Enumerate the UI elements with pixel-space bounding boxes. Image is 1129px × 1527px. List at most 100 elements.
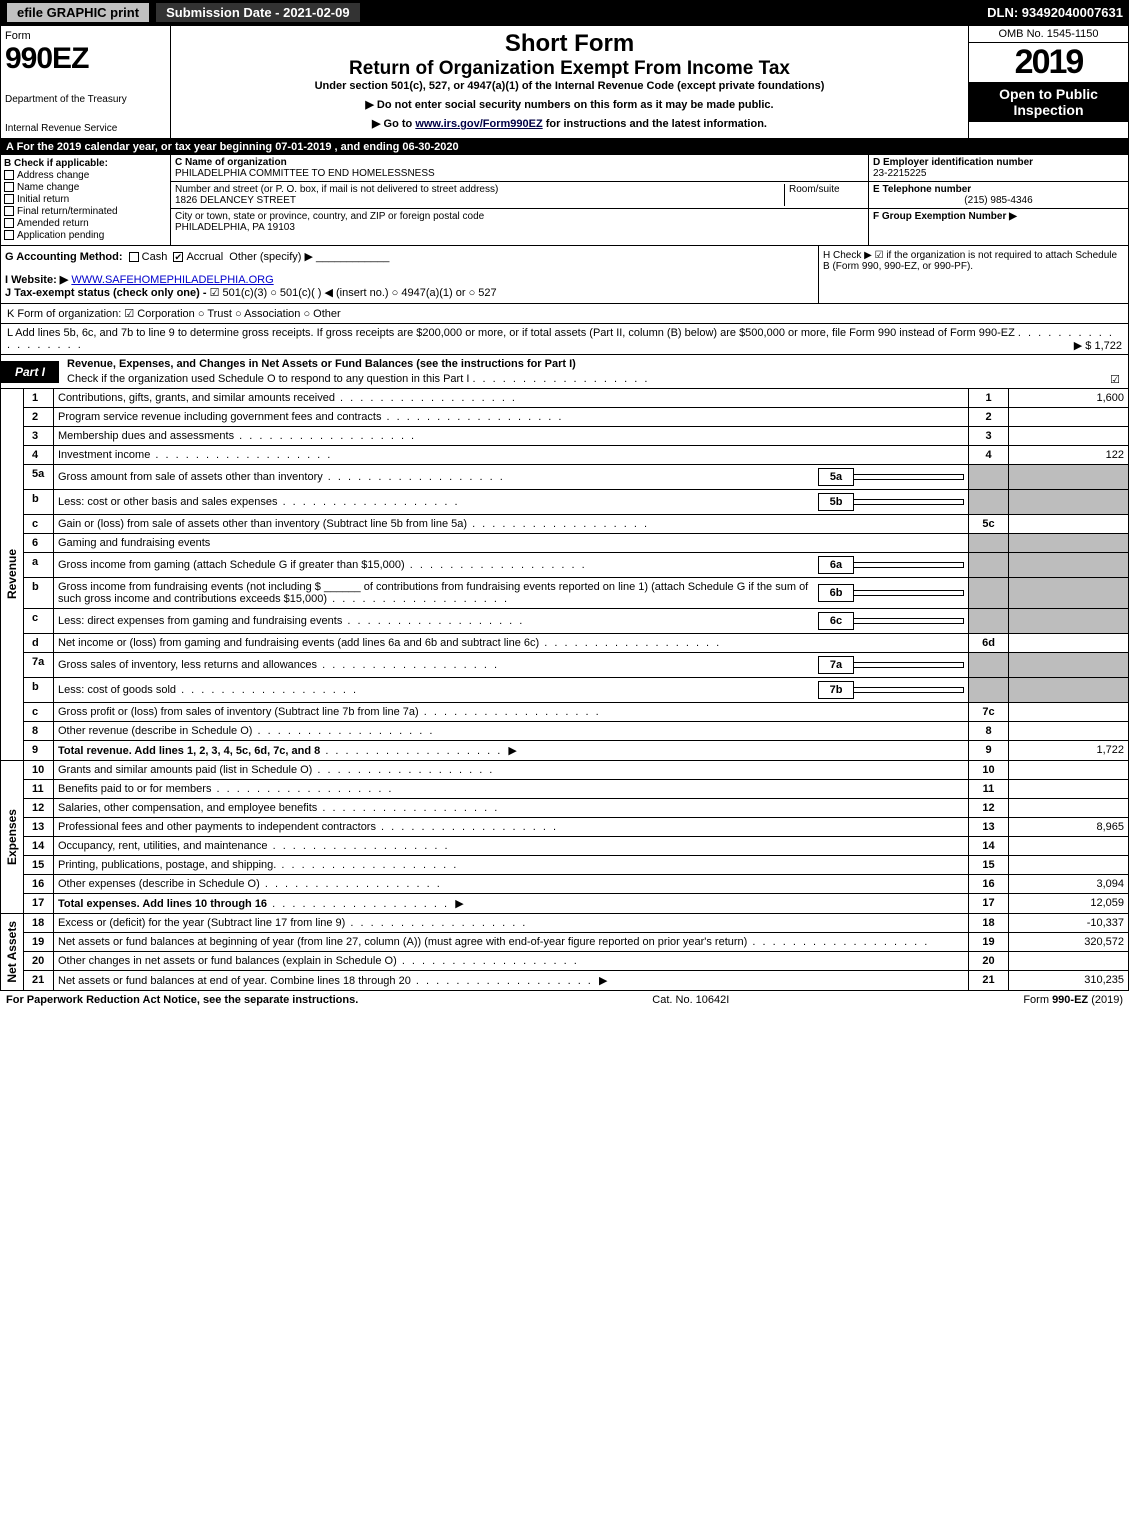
c-label: C Name of organization (175, 157, 864, 168)
table-row: 9Total revenue. Add lines 1, 2, 3, 4, 5c… (1, 741, 1129, 761)
line-num: 9 (24, 741, 54, 761)
line-num: 8 (24, 722, 54, 741)
box-val-grey (1009, 609, 1129, 634)
box-num: 8 (969, 722, 1009, 741)
line-desc: Less: cost or other basis and sales expe… (54, 490, 969, 515)
note-goto: ▶ Go to www.irs.gov/Form990EZ for instru… (181, 117, 958, 130)
header-center: Short Form Return of Organization Exempt… (171, 26, 968, 138)
c-name-row: C Name of organization PHILADELPHIA COMM… (171, 155, 868, 182)
footer-mid: Cat. No. 10642I (652, 994, 729, 1006)
ein: 23-2215225 (873, 168, 1124, 179)
line-num: 19 (24, 933, 54, 952)
line-num: 12 (24, 799, 54, 818)
h-text: H Check ▶ ☑ if the organization is not r… (823, 250, 1117, 272)
line-num: b (24, 578, 54, 609)
line-num: c (24, 703, 54, 722)
line-num: 10 (24, 761, 54, 780)
section-ghij: G Accounting Method: Cash Accrual Other … (0, 246, 1129, 304)
table-row: cGain or (loss) from sale of assets othe… (1, 515, 1129, 534)
inner-box-num: 7b (818, 681, 854, 699)
box-num: 11 (969, 780, 1009, 799)
chk-address-change[interactable]: Address change (4, 170, 167, 181)
table-row: 13Professional fees and other payments t… (1, 818, 1129, 837)
efile-print-button[interactable]: efile GRAPHIC print (6, 2, 150, 23)
box-val (1009, 780, 1129, 799)
box-val: 3,094 (1009, 875, 1129, 894)
line-num: a (24, 553, 54, 578)
addr-label: Number and street (or P. O. box, if mail… (175, 184, 784, 195)
inner-box-val (854, 618, 964, 624)
table-row: bLess: cost of goods sold7b (1, 678, 1129, 703)
line-num: d (24, 634, 54, 653)
i-line: I Website: ▶ WWW.SAFEHOMEPHILADELPHIA.OR… (5, 273, 814, 286)
dept-irs: Internal Revenue Service (5, 123, 166, 134)
table-row: Net Assets18Excess or (deficit) for the … (1, 914, 1129, 933)
line-num: 3 (24, 427, 54, 446)
section-b-checks: B Check if applicable: Address change Na… (1, 155, 171, 245)
table-row: cLess: direct expenses from gaming and f… (1, 609, 1129, 634)
line-desc: Gaming and fundraising events (54, 534, 969, 553)
part1-check-mark: ☑ (1110, 373, 1120, 386)
box-val (1009, 856, 1129, 875)
section-a-band: A For the 2019 calendar year, or tax yea… (0, 139, 1129, 155)
box-num: 16 (969, 875, 1009, 894)
table-row: 19Net assets or fund balances at beginni… (1, 933, 1129, 952)
city-label: City or town, state or province, country… (175, 211, 864, 222)
city-row: City or town, state or province, country… (171, 209, 868, 235)
box-val-grey (1009, 678, 1129, 703)
box-num: 21 (969, 971, 1009, 991)
addr-value: 1826 DELANCEY STREET (175, 195, 784, 206)
submission-date: Submission Date - 2021-02-09 (156, 3, 360, 22)
box-num: 10 (969, 761, 1009, 780)
g-line: G Accounting Method: Cash Accrual Other … (5, 250, 814, 263)
table-row: 20Other changes in net assets or fund ba… (1, 952, 1129, 971)
line-desc: Professional fees and other payments to … (54, 818, 969, 837)
part1-title: Revenue, Expenses, and Changes in Net As… (59, 355, 1128, 373)
inner-box-num: 7a (818, 656, 854, 674)
line-desc: Other changes in net assets or fund bala… (54, 952, 969, 971)
chk-amended[interactable]: Amended return (4, 218, 167, 229)
box-val (1009, 837, 1129, 856)
chk-final-return[interactable]: Final return/terminated (4, 206, 167, 217)
box-val (1009, 952, 1129, 971)
line-num: 17 (24, 894, 54, 914)
line-desc: Total revenue. Add lines 1, 2, 3, 4, 5c,… (54, 741, 969, 761)
title-return: Return of Organization Exempt From Incom… (181, 58, 958, 80)
table-row: 4Investment income4122 (1, 446, 1129, 465)
part1-header: Part I Revenue, Expenses, and Changes in… (0, 355, 1129, 389)
box-val-grey (1009, 465, 1129, 490)
part1-table: Revenue1Contributions, gifts, grants, an… (0, 389, 1129, 991)
table-row: 6Gaming and fundraising events (1, 534, 1129, 553)
line-num: 18 (24, 914, 54, 933)
addr-row: Number and street (or P. O. box, if mail… (171, 182, 868, 209)
box-num-grey (969, 578, 1009, 609)
irs-link[interactable]: www.irs.gov/Form990EZ (415, 118, 542, 130)
line-desc: Salaries, other compensation, and employ… (54, 799, 969, 818)
table-row: cGross profit or (loss) from sales of in… (1, 703, 1129, 722)
website-link[interactable]: WWW.SAFEHOMEPHILADELPHIA.ORG (71, 274, 273, 286)
inner-box-val (854, 474, 964, 480)
line-desc: Other expenses (describe in Schedule O) (54, 875, 969, 894)
table-row: 15Printing, publications, postage, and s… (1, 856, 1129, 875)
i-label: I Website: ▶ (5, 274, 68, 286)
box-val: -10,337 (1009, 914, 1129, 933)
section-def-block: D Employer identification number 23-2215… (868, 155, 1128, 245)
chk-initial-return[interactable]: Initial return (4, 194, 167, 205)
line-desc: Excess or (deficit) for the year (Subtra… (54, 914, 969, 933)
f-label: F Group Exemption Number ▶ (873, 211, 1124, 222)
box-val: 122 (1009, 446, 1129, 465)
tax-year: 2019 (969, 43, 1128, 82)
chk-app-pending[interactable]: Application pending (4, 230, 167, 241)
box-num: 18 (969, 914, 1009, 933)
line-desc: Gross amount from sale of assets other t… (54, 465, 969, 490)
top-bar: efile GRAPHIC print Submission Date - 20… (0, 0, 1129, 25)
line-desc: Other revenue (describe in Schedule O) (54, 722, 969, 741)
chk-name-change[interactable]: Name change (4, 182, 167, 193)
inspect-line2: Inspection (973, 102, 1124, 118)
line-desc: Occupancy, rent, utilities, and maintena… (54, 837, 969, 856)
box-num: 9 (969, 741, 1009, 761)
inner-box-val (854, 562, 964, 568)
box-val: 8,965 (1009, 818, 1129, 837)
chk-accrual[interactable] (173, 252, 183, 262)
chk-cash[interactable] (129, 252, 139, 262)
